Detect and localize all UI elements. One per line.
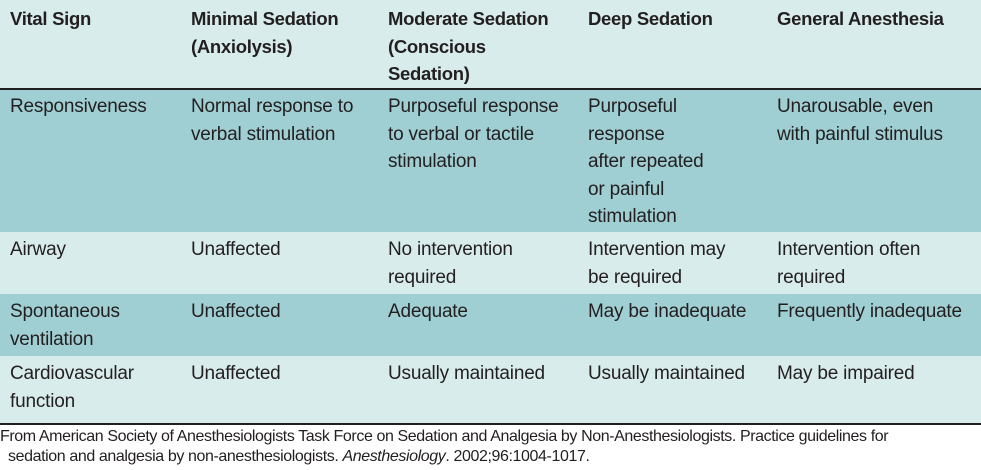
table-row: Spontaneous ventilation Unaffected Adequ… — [0, 294, 981, 356]
cell-general: Frequently inadequate — [777, 301, 962, 322]
cell-minimal: Unaffected — [191, 363, 281, 384]
sedation-levels-table: Vital Sign Minimal Sedation (Anxiolysis)… — [0, 0, 981, 425]
cell-vital-sign: Spontaneous ventilation — [10, 301, 120, 350]
cell-deep: Intervention may be required — [588, 239, 726, 288]
table-row: Airway Unaffected No intervention requir… — [0, 232, 981, 294]
source-footnote: From American Society of Anesthesiologis… — [0, 427, 981, 467]
table-row: Cardiovascular function Unaffected Usual… — [0, 356, 981, 423]
footnote-line-1: From American Society of Anesthesiologis… — [0, 428, 889, 445]
cell-vital-sign: Cardiovascular function — [10, 363, 134, 412]
footnote-line-2-text: sedation and analgesia by non-anesthesio… — [8, 448, 343, 465]
cell-moderate: Purposeful response to verbal or tactile… — [388, 96, 559, 172]
header-rule — [0, 88, 981, 90]
table-row: Responsiveness Normal response to verbal… — [0, 90, 981, 232]
cell-general: Intervention often required — [777, 239, 921, 288]
cell-deep: Usually maintained — [588, 363, 745, 384]
footnote-journal: Anesthesiology — [342, 448, 446, 465]
cell-general: Unarousable, even with painful stimulus — [777, 96, 943, 145]
bottom-rule — [0, 423, 981, 425]
header-minimal-sedation: Minimal Sedation (Anxiolysis) — [191, 8, 339, 57]
cell-general: May be impaired — [777, 363, 915, 384]
header-deep-sedation: Deep Sedation — [588, 8, 713, 29]
cell-vital-sign: Responsiveness — [10, 96, 147, 117]
cell-minimal: Unaffected — [191, 239, 281, 260]
header-vital-sign: Vital Sign — [10, 8, 91, 29]
cell-minimal: Normal response to verbal stimulation — [191, 96, 354, 145]
footnote-citation: . 2002;96:1004-1017. — [445, 448, 590, 465]
header-general-anesthesia: General Anesthesia — [777, 8, 944, 29]
cell-deep: May be inadequate — [588, 301, 747, 322]
cell-deep: Purposeful response after repeated or pa… — [588, 96, 704, 227]
cell-vital-sign: Airway — [10, 239, 66, 260]
cell-moderate: No intervention required — [388, 239, 513, 288]
cell-minimal: Unaffected — [191, 301, 281, 322]
cell-moderate: Usually maintained — [388, 363, 545, 384]
footnote-line-2: sedation and analgesia by non-anesthesio… — [0, 447, 981, 467]
table-header-row: Vital Sign Minimal Sedation (Anxiolysis)… — [0, 0, 981, 88]
header-moderate-sedation: Moderate Sedation (Conscious Sedation) — [388, 8, 549, 84]
cell-moderate: Adequate — [388, 301, 468, 322]
